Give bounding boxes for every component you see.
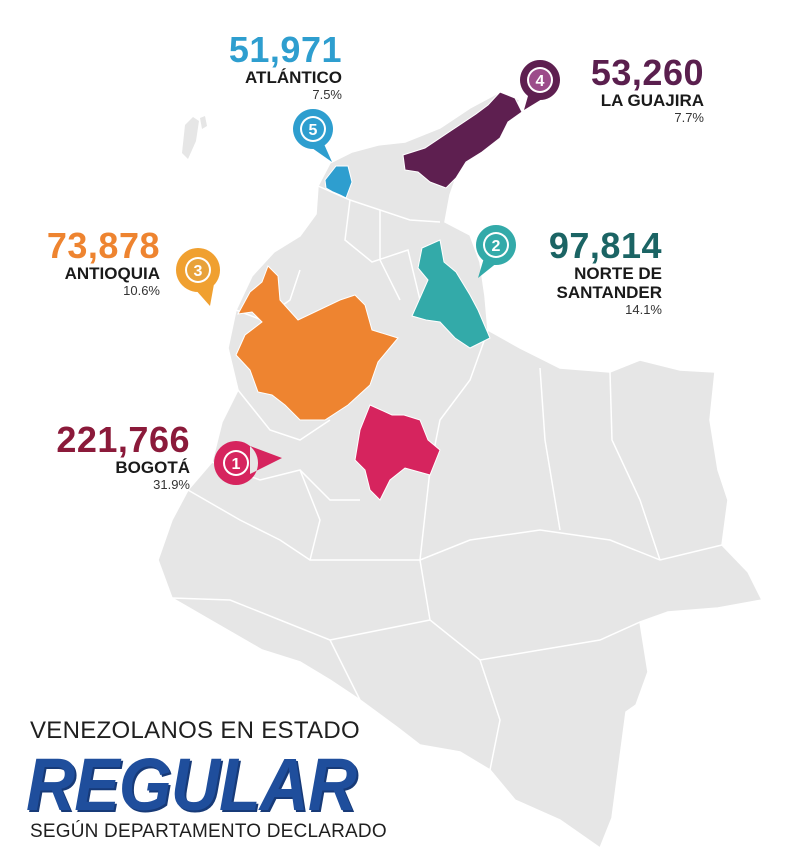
atlantico-name: ATLÁNTICO [245,68,342,87]
title-line-1: VENEZOLANOS EN ESTADO [30,717,360,744]
pin-3-label: 3 [194,263,203,280]
label-bogota: 221,766 BOGOTÁ 31.9% [30,422,190,493]
atlantico-pct: 7.5% [312,87,342,102]
pin-1-label: 1 [232,456,241,473]
title-main: REGULAR [26,743,357,826]
san-andres-island [182,117,199,159]
bogota-pct: 31.9% [153,477,190,492]
antioquia-pct: 10.6% [123,283,160,298]
pin-marker-3: 3 [176,248,221,306]
region-la-guajira-shape [402,91,523,189]
pin-5-label: 5 [309,122,318,139]
label-antioquia: 73,878 ANTIOQUIA 10.6% [20,228,160,299]
region-antioquia-shape [235,265,399,421]
label-atlantico: 51,971 ATLÁNTICO 7.5% [190,32,342,103]
label-la-guajira: 53,260 LA GUAJIRA 7.7% [560,55,704,126]
title-line-3: SEGÚN DEPARTAMENTO DECLARADO [30,821,387,842]
pin-2-label: 2 [492,238,501,255]
norte-santander-name: NORTE DE [574,264,662,283]
antioquia-value: 73,878 [46,225,160,266]
norte-santander-name2: SANTANDER [556,283,662,302]
pin-marker-5: 5 [293,109,334,162]
label-norte-santander: 97,814 NORTE DE SANTANDER 14.1% [510,228,662,318]
small-island [200,116,207,129]
norte-santander-value: 97,814 [548,225,662,266]
region-norte-santander-shape [411,239,491,349]
norte-santander-pct: 14.1% [625,302,662,317]
region-atlantico-shape [324,165,353,199]
region-bogota-shape [354,404,441,501]
antioquia-name: ANTIOQUIA [64,264,160,283]
la-guajira-pct: 7.7% [674,110,704,125]
bogota-name: BOGOTÁ [115,458,190,477]
department-borders [171,185,723,771]
pin-marker-4: 4 [520,60,561,110]
la-guajira-value: 53,260 [590,52,704,93]
atlantico-value: 51,971 [228,29,342,70]
pin-marker-1: 1 [214,441,282,485]
pin-4-label: 4 [536,73,545,90]
bogota-value: 221,766 [56,419,190,460]
pin-marker-2: 2 [476,225,517,278]
la-guajira-name: LA GUAJIRA [600,91,704,110]
